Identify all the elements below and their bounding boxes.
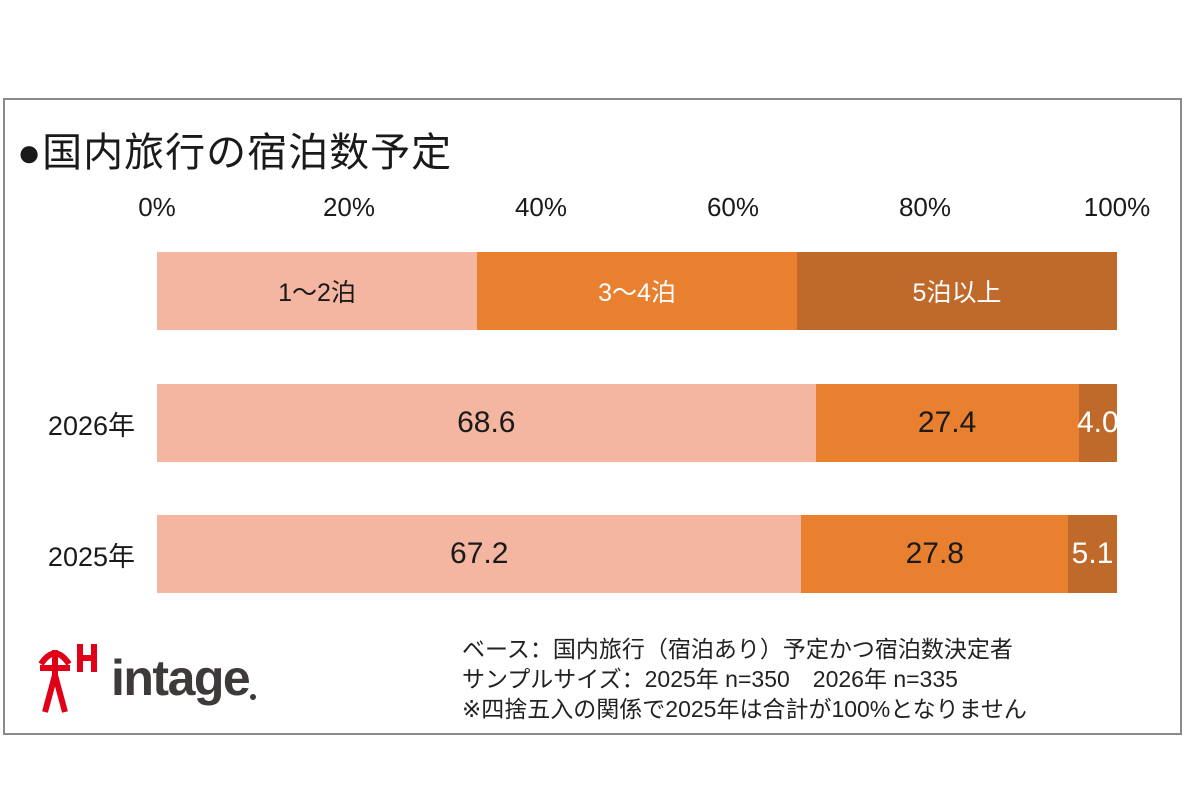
legend-segment: 1〜2泊 <box>157 252 477 330</box>
chart-title: ●国内旅行の宿泊数予定 <box>17 131 453 175</box>
bar-row: 2025年 67.2 27.8 5.1 <box>5 515 1117 593</box>
bar-row: 2026年 68.6 27.4 4.0 <box>5 384 1119 462</box>
legend-segment: 3〜4泊 <box>477 252 797 330</box>
bar-segment: 5.1 <box>1068 515 1117 593</box>
footnote-line: サンプルサイズ：2025年 n=350 2026年 n=335 <box>462 666 958 692</box>
bar-segment: 27.4 <box>815 384 1079 462</box>
axis-tick: 40% <box>514 192 568 222</box>
footnote-line: ベース：国内旅行（宿泊あり）予定かつ宿泊数決定者 <box>462 636 1013 662</box>
axis-tick: 100% <box>1083 192 1151 222</box>
footnotes: ベース：国内旅行（宿泊あり）予定かつ宿泊数決定者 サンプルサイズ：2025年 n=… <box>462 634 1027 724</box>
axis-tick: 80% <box>898 192 952 222</box>
bar-segment: 4.0 <box>1077 384 1119 462</box>
bar-segment: 68.6 <box>157 384 816 462</box>
stacked-bar: 67.2 27.8 5.1 <box>157 515 1117 593</box>
intage-logo-text: intage <box>111 650 251 706</box>
axis-ticks: 0% 20% 40% 60% 80% 100% <box>138 192 1150 222</box>
bar-segment: 67.2 <box>157 515 802 593</box>
legend-segment: 5泊以上 <box>797 252 1117 330</box>
chart-panel: ●国内旅行の宿泊数予定 0% 20% 40% 60% 80% 100% 1〜2泊 3〜4泊 5… <box>3 98 1182 735</box>
axis-tick: 0% <box>138 192 176 222</box>
intage-logo: intage <box>35 640 257 716</box>
footnote-line: ※四捨五入の関係で2025年は合計が100%となりません <box>462 696 1027 722</box>
bar-segment: 27.8 <box>801 515 1069 593</box>
intage-seal-mark-icon <box>38 644 97 713</box>
axis-tick: 60% <box>706 192 760 222</box>
legend-bar: 1〜2泊 3〜4泊 5泊以上 <box>157 252 1117 330</box>
category-label: 2025年 <box>47 541 135 572</box>
bars: 2026年 68.6 27.4 4.0 2025年 67.2 27.8 5.1 <box>5 384 1119 646</box>
registered-trademark-dot <box>250 694 257 700</box>
stacked-bar: 68.6 27.4 4.0 <box>157 384 1119 462</box>
category-label: 2026年 <box>47 410 135 441</box>
axis-tick: 20% <box>322 192 376 222</box>
